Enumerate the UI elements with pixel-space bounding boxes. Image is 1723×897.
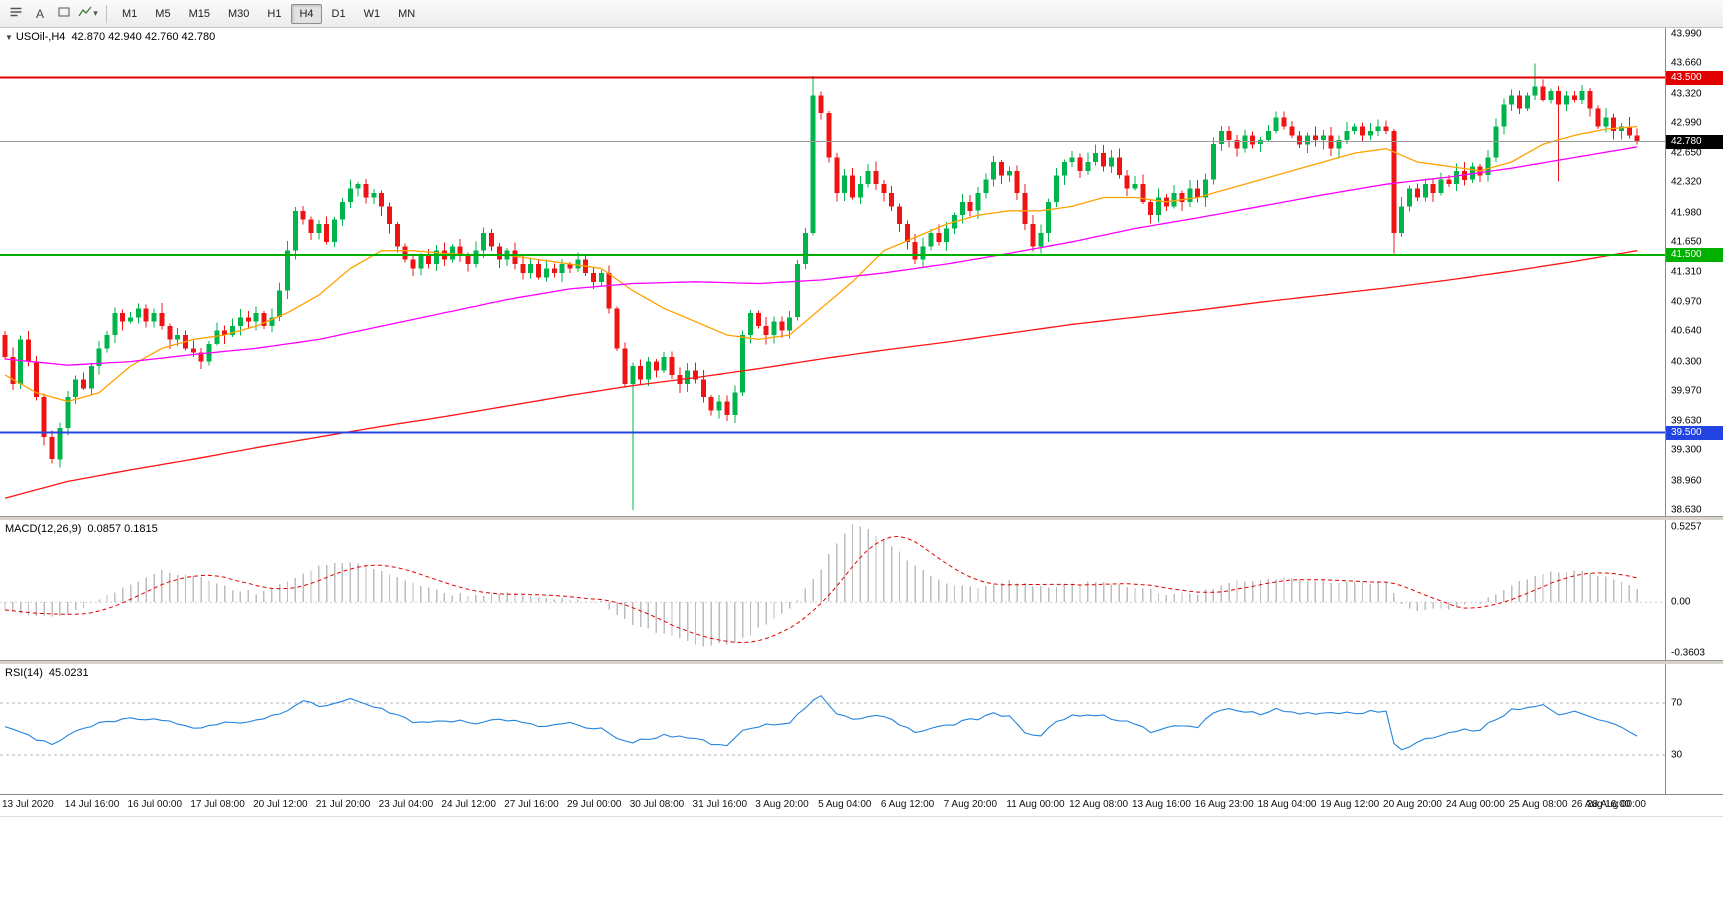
time-axis-label: 30 Jul 08:00 [629, 799, 685, 810]
time-axis-label: 21 Jul 20:00 [315, 799, 371, 810]
rsi-chart-canvas[interactable] [0, 664, 1665, 794]
macd-panel: MACD(12,26,9) 0.0857 0.1815 0.5257 0.00 -0.… [0, 520, 1723, 660]
time-axis-label: 26 Aug 16:00 [1571, 799, 1631, 810]
symbol-period-label: USOil-,H4 [15, 31, 66, 43]
toolbar-separator [106, 4, 107, 23]
toolbar: A ▾ M1 M5 M15 M30 H1 H4 D1 W1 MN [0, 0, 1723, 28]
rsi-axis-tick: 70 [1671, 697, 1683, 709]
price-axis-tick: 40.300 [1671, 356, 1702, 368]
time-axis-label: 25 Aug 08:00 [1508, 799, 1568, 810]
time-axis-label: 24 Jul 12:00 [441, 799, 496, 810]
price-axis-tick: 41.650 [1671, 236, 1702, 248]
ohlc-values: 42.870 42.940 42.760 42.780 [71, 31, 216, 43]
time-axis-label: 29 Jul 00:00 [566, 799, 622, 810]
time-axis-label: 24 Aug 00:00 [1445, 799, 1505, 810]
time-axis-label: 14 Jul 16:00 [64, 799, 120, 810]
price-axis-tick: 39.300 [1671, 444, 1702, 456]
macd-values: 0.0857 0.1815 [87, 523, 158, 535]
time-axis-label: 6 Aug 12:00 [880, 799, 935, 810]
time-axis-label: 13 Aug 16:00 [1131, 799, 1191, 810]
timeframe-m30-button[interactable]: M30 [220, 4, 257, 24]
time-axis-label: 12 Aug 08:00 [1069, 799, 1129, 810]
indicators-dropdown-button[interactable]: ▾ [76, 3, 100, 25]
price-axis-tick: 39.630 [1671, 415, 1702, 427]
rsi-axis[interactable]: 70 30 [1665, 664, 1723, 794]
price-axis-tick: 40.640 [1671, 325, 1702, 337]
price-chart-canvas[interactable] [0, 28, 1665, 516]
level-price-label: 41.500 [1666, 248, 1723, 263]
timeframe-m15-button[interactable]: M15 [181, 4, 218, 24]
macd-axis-tick: 0.00 [1671, 596, 1691, 608]
time-axis-label: 23 Jul 04:00 [378, 799, 434, 810]
price-axis-tick: 43.990 [1671, 28, 1702, 40]
rsi-panel: RSI(14) 45.0231 70 30 [0, 664, 1723, 794]
chart-area: ▼ USOil-,H4 42.870 42.940 42.760 42.780 43… [0, 28, 1723, 897]
price-axis-tick: 41.980 [1671, 207, 1702, 219]
timeframe-d1-button[interactable]: D1 [324, 4, 354, 24]
text-tool-icon: A [35, 6, 44, 21]
timeframe-m1-button[interactable]: M1 [114, 4, 145, 24]
time-axis-label: 11 Aug 00:00 [1006, 799, 1065, 810]
text-tool-button[interactable]: A [28, 3, 52, 25]
level-price-label: 43.500 [1666, 70, 1723, 85]
dropdown-caret-icon: ▾ [93, 8, 98, 18]
macd-axis-tick: -0.3603 [1671, 647, 1705, 659]
time-axis-label: 20 Jul 12:00 [253, 799, 308, 810]
price-axis-tick: 40.970 [1671, 296, 1702, 308]
time-axis-label: 27 Jul 16:00 [504, 799, 559, 810]
macd-panel-title: MACD(12,26,9) 0.0857 0.1815 [5, 523, 158, 535]
price-axis-tick: 42.650 [1671, 147, 1702, 159]
rsi-axis-tick: 30 [1671, 749, 1683, 761]
time-axis-label: 31 Jul 16:00 [692, 799, 748, 810]
price-axis[interactable]: 43.990 43.660 43.320 42.990 42.650 42.320 41.9… [1665, 28, 1723, 516]
rsi-label: RSI(14) [5, 667, 43, 679]
chart-templates-button[interactable] [4, 3, 28, 25]
time-axis-label: 16 Jul 00:00 [127, 799, 183, 810]
price-axis-tick: 38.960 [1671, 475, 1702, 486]
price-axis-tick: 38.630 [1671, 504, 1702, 516]
panel-splitter-macd[interactable] [0, 516, 1723, 520]
time-axis-label: 5 Aug 04:00 [818, 799, 872, 810]
time-axis[interactable]: 13 Jul 2020 14 Jul 16:00 16 Jul 00:00 17 Ju… [0, 794, 1723, 816]
timeframe-h4-button[interactable]: H4 [291, 3, 322, 24]
macd-label: MACD(12,26,9) [5, 523, 82, 535]
timeframe-w1-button[interactable]: W1 [356, 4, 389, 24]
time-axis-label: 3 Aug 20:00 [755, 799, 809, 810]
time-axis-label: 18 Aug 04:00 [1257, 799, 1317, 810]
price-axis-tick: 39.970 [1671, 385, 1702, 397]
price-panel: ▼ USOil-,H4 42.870 42.940 42.760 42.780 43… [0, 28, 1723, 516]
timeframe-mn-button[interactable]: MN [390, 4, 423, 24]
price-axis-tick: 42.320 [1671, 176, 1702, 188]
price-axis-tick: 43.660 [1671, 57, 1702, 69]
time-axis-label: 19 Aug 12:00 [1320, 799, 1380, 810]
price-axis-tick: 41.310 [1671, 266, 1702, 278]
bottom-filler [0, 816, 1723, 897]
level-price-label: 39.500 [1666, 425, 1723, 440]
rsi-value: 45.0231 [48, 667, 89, 679]
price-axis-tick: 42.990 [1671, 117, 1702, 129]
chart-templates-icon [9, 5, 23, 22]
rsi-panel-title: RSI(14) 45.0231 [5, 667, 89, 679]
current-price-label: 42.780 [1666, 134, 1723, 149]
macd-axis[interactable]: 0.5257 0.00 -0.3603 [1665, 520, 1723, 660]
frame-tool-icon [57, 5, 71, 22]
frame-tool-button[interactable] [52, 3, 76, 25]
price-axis-tick: 43.320 [1671, 88, 1702, 100]
macd-chart-canvas[interactable] [0, 520, 1665, 660]
time-axis-label: 7 Aug 20:00 [943, 799, 998, 810]
timeframe-m5-button[interactable]: M5 [147, 4, 178, 24]
time-axis-label: 28 Aug 00:00 [1587, 799, 1646, 810]
time-axis-label: 13 Jul 2020 [2, 799, 54, 810]
collapse-arrow-icon[interactable]: ▼ [5, 33, 13, 42]
time-axis-label: 16 Aug 23:00 [1194, 799, 1254, 810]
macd-axis-tick: 0.5257 [1671, 521, 1702, 533]
panel-splitter-rsi[interactable] [0, 660, 1723, 664]
timeframe-h1-button[interactable]: H1 [259, 4, 289, 24]
price-panel-title: ▼ USOil-,H4 42.870 42.940 42.760 42.780 [5, 31, 215, 43]
time-axis-label: 17 Jul 08:00 [190, 799, 245, 810]
indicator-icon [78, 5, 92, 22]
time-axis-label: 20 Aug 20:00 [1383, 799, 1442, 810]
